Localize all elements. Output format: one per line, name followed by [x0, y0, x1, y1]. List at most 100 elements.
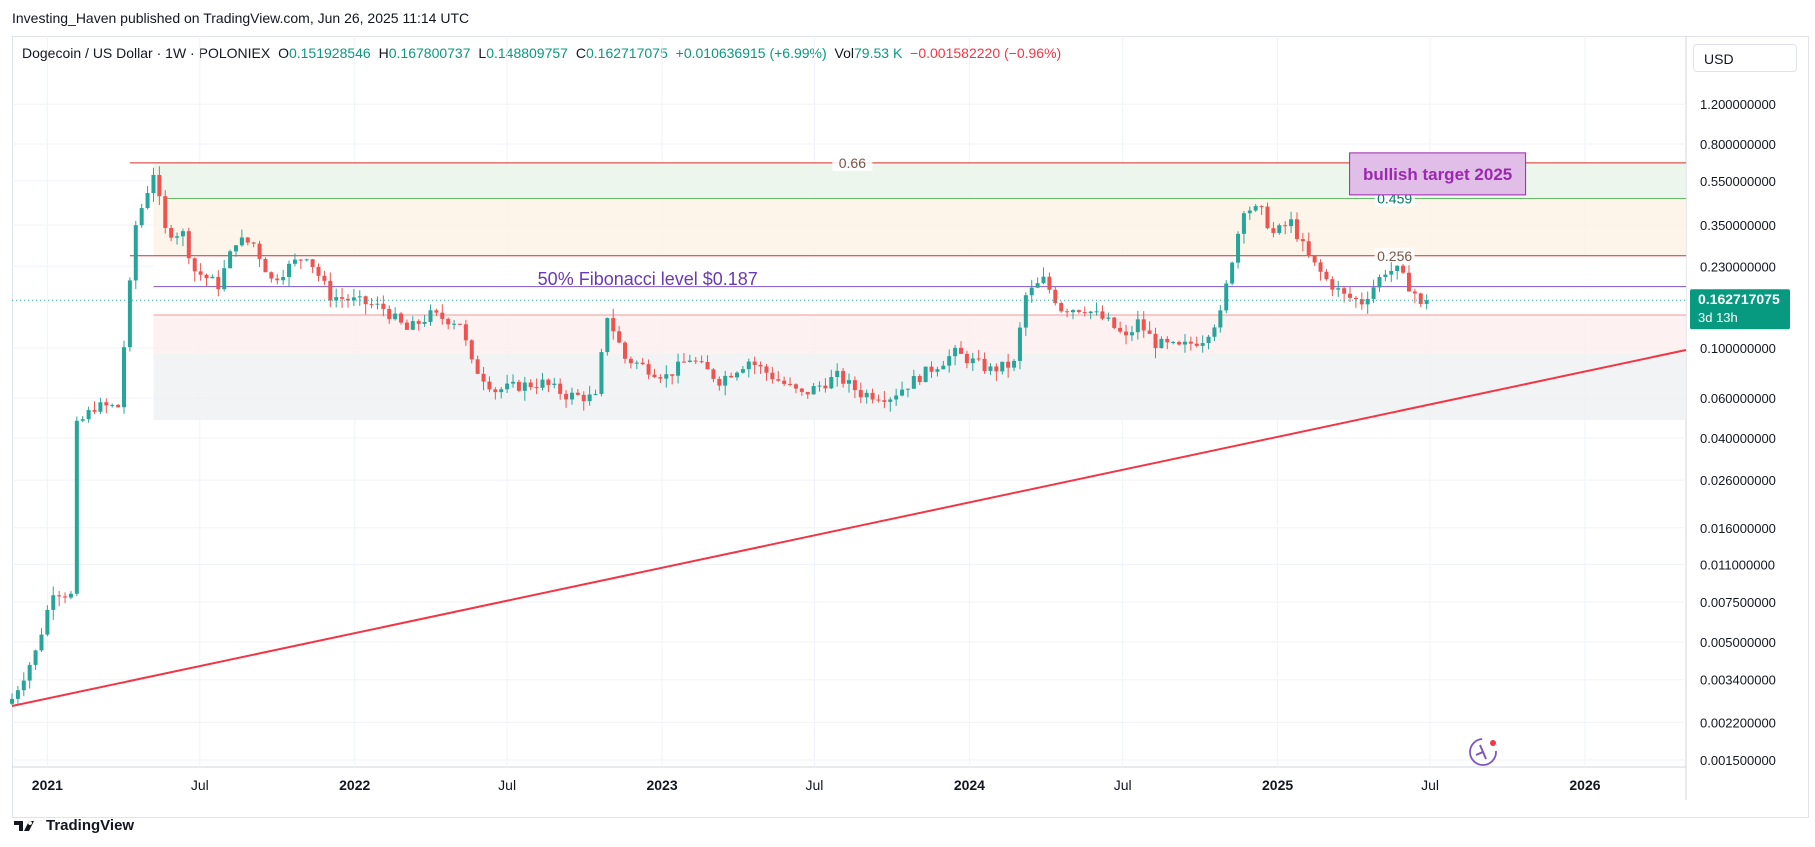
- symbol-title[interactable]: Dogecoin / US Dollar · 1W · POLONIEX: [22, 45, 271, 61]
- candle-body: [1294, 219, 1299, 240]
- candle-body: [51, 595, 56, 610]
- candle: [552, 377, 557, 389]
- candle: [86, 406, 91, 423]
- candle: [410, 316, 415, 331]
- candle-body: [1265, 206, 1270, 229]
- candle: [764, 363, 769, 381]
- candle-body: [705, 361, 710, 370]
- candle: [334, 288, 339, 308]
- candle-body: [304, 259, 309, 261]
- candle: [1306, 232, 1311, 258]
- candle-body: [1035, 283, 1040, 288]
- candle: [269, 271, 274, 283]
- candle-body: [310, 259, 315, 268]
- candle: [228, 249, 233, 269]
- candle-body: [994, 366, 999, 372]
- candles: [10, 166, 1429, 705]
- candle-body: [469, 340, 474, 360]
- candle: [310, 259, 315, 274]
- candle: [51, 586, 56, 620]
- currency-selector[interactable]: USD: [1693, 44, 1797, 72]
- x-tick-label: 2023: [646, 777, 677, 793]
- candle: [1082, 306, 1087, 317]
- change-value: +0.010636915 (+6.99%): [675, 45, 827, 61]
- candle-body: [1165, 338, 1170, 343]
- candle-body: [717, 378, 722, 386]
- candle-body: [1324, 271, 1329, 280]
- fib-level-label: 0.66: [839, 155, 866, 171]
- candle: [304, 258, 309, 262]
- candle-body: [80, 419, 85, 421]
- candle: [888, 397, 893, 412]
- candle-body: [905, 388, 910, 390]
- candle-body: [729, 375, 734, 378]
- candle: [1230, 261, 1235, 286]
- candle: [404, 319, 409, 330]
- candle: [1324, 268, 1329, 281]
- candle: [428, 304, 433, 326]
- candle: [192, 257, 197, 282]
- candle: [988, 363, 993, 375]
- candle-body: [558, 383, 563, 394]
- candle-body: [1147, 330, 1152, 334]
- candle-body: [292, 259, 297, 264]
- y-tick-label: 1.200000000: [1700, 97, 1776, 112]
- sparkle-icon: [1469, 738, 1497, 766]
- candle-body: [841, 370, 846, 384]
- candle-body: [628, 358, 633, 364]
- sparkle-dot: [1490, 740, 1496, 746]
- candle-body: [475, 359, 480, 374]
- candle: [1371, 279, 1376, 304]
- candle-body: [1076, 310, 1081, 313]
- candle: [1177, 340, 1182, 346]
- candle: [605, 317, 610, 356]
- candle-body: [175, 236, 180, 238]
- y-tick-label: 0.800000000: [1700, 137, 1776, 152]
- candle-body: [1141, 319, 1146, 331]
- candle: [1353, 296, 1358, 308]
- candle: [345, 294, 350, 308]
- candle-body: [186, 231, 191, 259]
- candle-body: [281, 277, 286, 281]
- candle-body: [941, 365, 946, 370]
- candle-body: [151, 174, 156, 193]
- candle-body: [1318, 262, 1323, 272]
- vol-label: Vol: [834, 45, 855, 61]
- candle-body: [658, 377, 663, 379]
- candle: [1129, 325, 1134, 342]
- candle: [1359, 292, 1364, 310]
- candle: [68, 591, 73, 600]
- candle-body: [587, 394, 592, 402]
- candle: [599, 348, 604, 397]
- candle-body: [1277, 225, 1282, 233]
- target-box: [1349, 152, 1527, 196]
- candle-body: [788, 383, 793, 385]
- footer-brand[interactable]: TradingView: [46, 817, 135, 834]
- candle: [841, 367, 846, 388]
- candle-body: [1377, 277, 1382, 288]
- candle: [711, 368, 716, 383]
- candle: [151, 167, 156, 202]
- candle-body: [381, 303, 386, 309]
- candle-body: [233, 245, 238, 252]
- candle: [1265, 202, 1270, 230]
- candle-body: [316, 267, 321, 276]
- candle: [770, 366, 775, 384]
- candle-body: [1100, 311, 1105, 319]
- candle-body: [976, 358, 981, 360]
- candle: [699, 355, 704, 364]
- candle: [522, 376, 527, 401]
- candle: [528, 379, 533, 391]
- candle: [587, 385, 592, 406]
- candle-body: [900, 389, 905, 396]
- chart-frame: [12, 36, 1809, 818]
- candle: [186, 227, 191, 265]
- open-label: O: [278, 45, 289, 61]
- candle-body: [516, 381, 521, 391]
- candle: [1330, 276, 1335, 297]
- x-tick-label: Jul: [191, 777, 209, 793]
- candle: [540, 372, 545, 391]
- price-tag-value: 0.162717075: [1698, 291, 1780, 307]
- last-price-tag[interactable]: 0.162717075 3d 13h: [1690, 289, 1790, 330]
